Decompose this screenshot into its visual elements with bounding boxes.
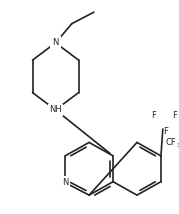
Text: F: F (172, 111, 177, 120)
Text: F: F (163, 127, 168, 136)
Text: F: F (151, 111, 156, 120)
Text: N: N (52, 38, 59, 47)
Text: CF: CF (166, 138, 176, 147)
Text: NH: NH (49, 105, 62, 114)
Text: 3: 3 (177, 143, 179, 148)
Text: N: N (62, 178, 68, 187)
